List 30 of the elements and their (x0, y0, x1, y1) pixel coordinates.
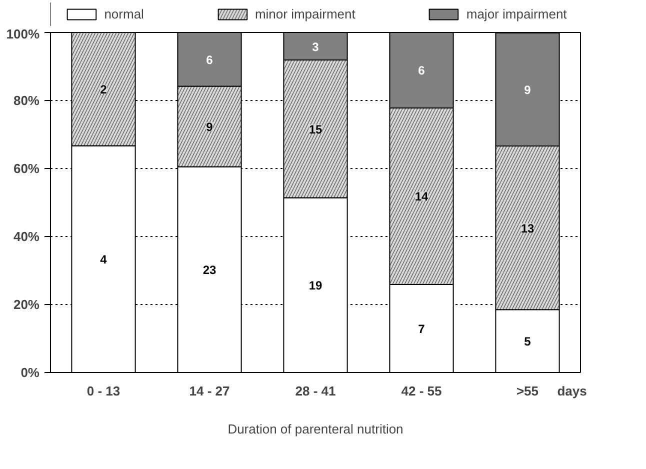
annotation: 9 (524, 82, 532, 97)
y-tick-label: 20% (13, 297, 40, 312)
y-tick-label: 100% (6, 26, 40, 42)
y-tick-label: 0% (20, 365, 40, 380)
x-tick-label: 14 - 27 (189, 384, 230, 398)
annotation: 19 (308, 278, 322, 293)
x-tick-label: 28 - 41 (295, 384, 336, 398)
annotation: 7 (418, 322, 426, 336)
annotation: 13 (520, 221, 534, 236)
annotation: 5 (524, 334, 532, 349)
annotation: 9 (206, 120, 214, 134)
x-tick-label: 0 - 13 (86, 384, 120, 398)
y-tick-label: 80% (13, 93, 40, 108)
y-tick-label: 60% (13, 161, 40, 176)
annotation: 4 (100, 252, 108, 267)
annotation: 2 (100, 82, 108, 97)
legend-label: normal (104, 6, 144, 22)
annotation: 15 (308, 122, 322, 136)
y-tick-label: 40% (13, 229, 40, 244)
legend-label: minor impairment (254, 6, 356, 22)
legend-label: major impairment (466, 6, 567, 22)
text: days (557, 384, 587, 398)
annotation: 14 (414, 190, 428, 204)
annotation: 6 (418, 64, 426, 78)
x-tick-label: >55 (516, 384, 539, 398)
x-axis-title: Duration of parenteral nutrition (228, 422, 404, 436)
annotation: 23 (202, 263, 216, 278)
annotation: 3 (312, 40, 320, 54)
annotation: 6 (206, 52, 214, 67)
x-tick-label: 42 - 55 (401, 384, 442, 398)
